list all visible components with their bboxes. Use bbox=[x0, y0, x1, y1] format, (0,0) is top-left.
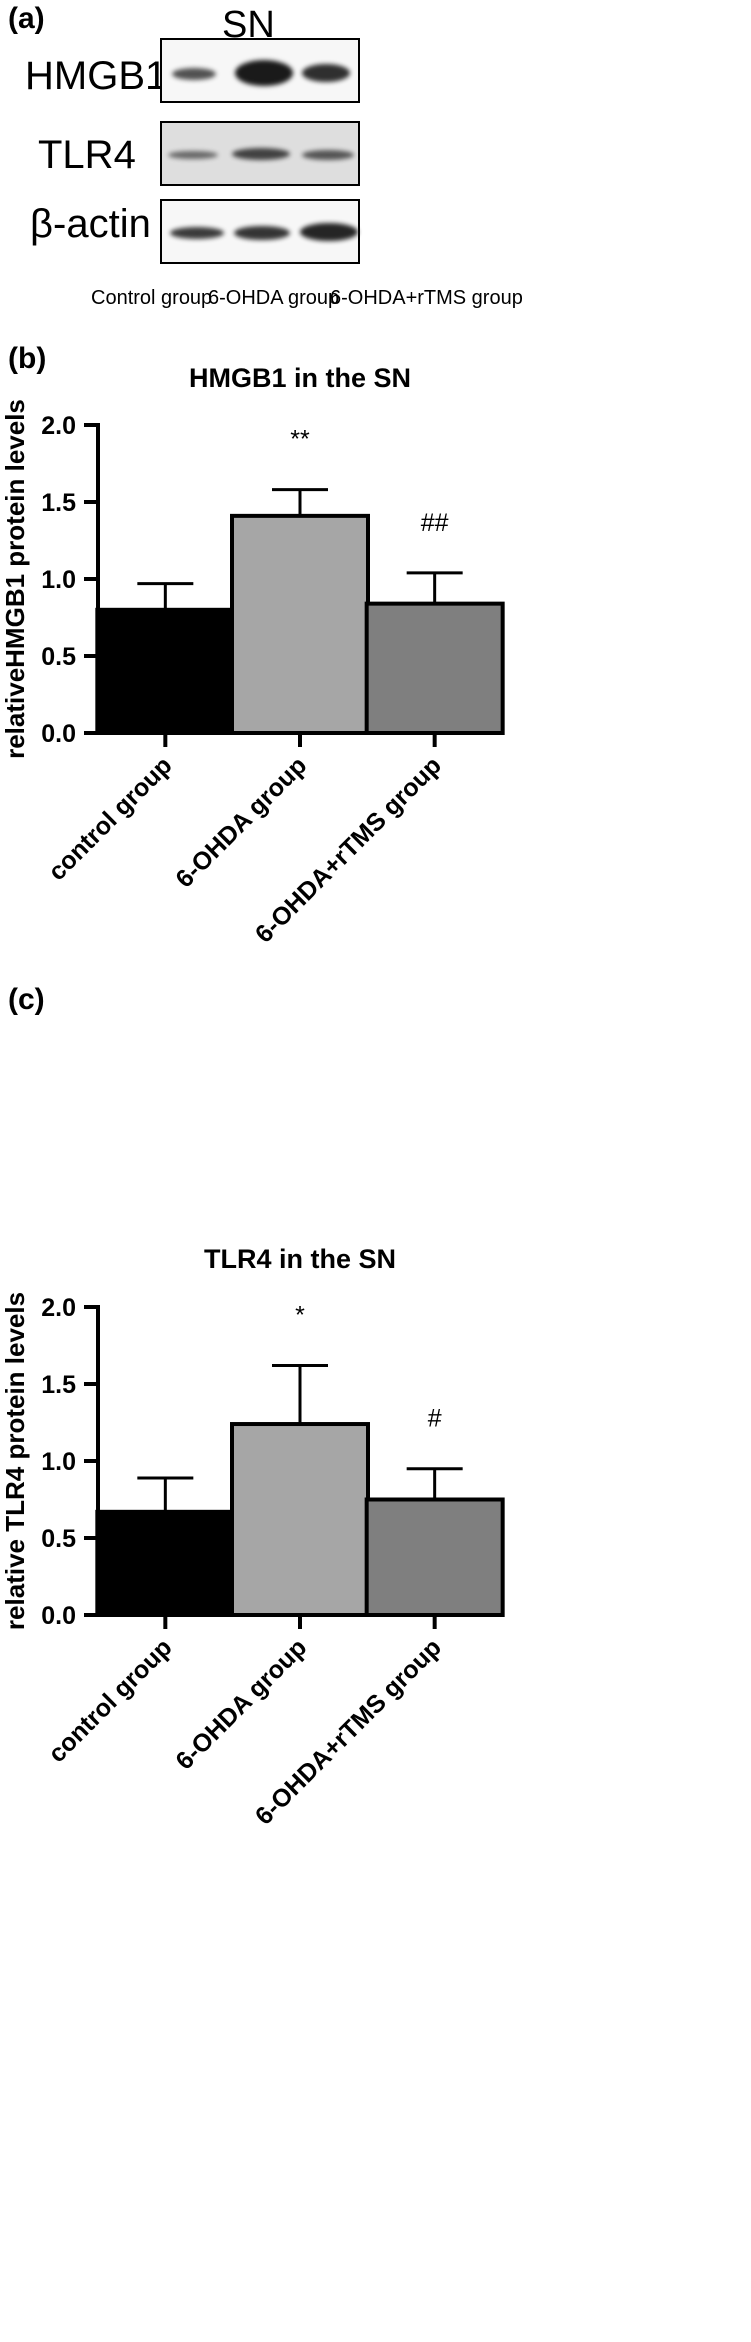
band-actin-control bbox=[170, 227, 224, 239]
blot-tlr4 bbox=[160, 121, 360, 186]
chart-b-xtick-label-1: 6-OHDA group bbox=[170, 751, 312, 893]
blot-row-label-hmgb1: HMGB1 bbox=[25, 54, 168, 98]
chart-c-xtick-label-1: 6-OHDA group bbox=[170, 1633, 312, 1775]
chart-b-bar-2 bbox=[364, 601, 505, 735]
chart-b-ytick-label-0: 0.0 bbox=[41, 720, 76, 748]
band-hmgb1-control bbox=[172, 68, 216, 80]
chart-c-ylabel: relative TLR4 protein levels bbox=[0, 1292, 30, 1630]
chart-b-ytick-label-3: 1.5 bbox=[41, 489, 76, 517]
blot-hmgb1 bbox=[160, 38, 360, 103]
chart-b-bar-1 bbox=[230, 513, 370, 735]
chart-c-bar-0 bbox=[95, 1509, 236, 1618]
chart-c-annotation-2: # bbox=[428, 1405, 442, 1433]
panel-b-label: (b) bbox=[8, 342, 47, 375]
chart-c-ytick-label-3: 1.5 bbox=[41, 1371, 76, 1399]
chart-c-ytick-label-4: 2.0 bbox=[41, 1294, 76, 1322]
chart-b-xtick-label-0: control group bbox=[43, 751, 178, 886]
lane-label-control: Control group bbox=[91, 287, 213, 309]
chart-c-bar-2 bbox=[364, 1497, 505, 1617]
band-actin-6ohda bbox=[234, 226, 290, 240]
band-hmgb1-6ohda bbox=[235, 60, 293, 86]
chart-c-title: TLR4 in the SN bbox=[204, 1244, 396, 1274]
band-tlr4-control bbox=[168, 151, 218, 159]
lane-label-rtms: 6-OHDA+rTMS group bbox=[330, 287, 523, 309]
chart-c-annotation-1: * bbox=[295, 1302, 305, 1330]
chart-c-xtick-label-0: control group bbox=[43, 1633, 178, 1768]
band-actin-rtms bbox=[300, 223, 358, 241]
panel-c-label: (c) bbox=[8, 983, 45, 1016]
chart-c-ytick-label-1: 0.5 bbox=[41, 1525, 76, 1553]
chart-c-ytick-label-0: 0.0 bbox=[41, 1602, 76, 1630]
chart-b-bar-0 bbox=[95, 607, 236, 735]
chart-c-ytick-label-2: 1.0 bbox=[41, 1448, 76, 1476]
band-tlr4-6ohda bbox=[232, 148, 290, 160]
band-hmgb1-rtms bbox=[302, 64, 350, 82]
band-tlr4-rtms bbox=[302, 150, 354, 160]
chart-b-title: HMGB1 in the SN bbox=[189, 363, 411, 393]
blot-row-label-beta-actin: β-actin bbox=[30, 202, 151, 246]
chart-b-annotation-2: ## bbox=[421, 509, 449, 537]
chart-b-annotation-1: ** bbox=[290, 426, 310, 454]
blot-row-label-tlr4: TLR4 bbox=[38, 133, 136, 177]
lane-label-6ohda: 6-OHDA group bbox=[208, 287, 340, 309]
chart-c-bar-1 bbox=[230, 1422, 370, 1618]
chart-tlr4: TLR4 in the SN relative TLR4 protein leve… bbox=[0, 1244, 505, 1831]
chart-b-ytick-label-4: 2.0 bbox=[41, 412, 76, 440]
blot-beta-actin bbox=[160, 199, 360, 264]
chart-b-ytick-label-1: 0.5 bbox=[41, 643, 76, 671]
chart-hmgb1: HMGB1 in the SN relativeHMGB1 protein lev… bbox=[0, 363, 505, 949]
chart-b-ytick-label-2: 1.0 bbox=[41, 566, 76, 594]
panel-a-label: (a) bbox=[8, 2, 45, 35]
chart-b-ylabel: relativeHMGB1 protein levels bbox=[0, 399, 30, 759]
